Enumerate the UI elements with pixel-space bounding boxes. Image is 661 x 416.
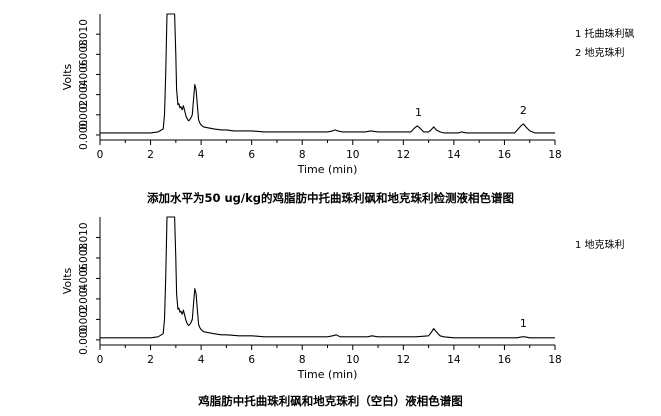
x-tick-label: 18 [548, 149, 561, 161]
y-tick-label: 0.002 [78, 304, 90, 334]
y-tick-label: 0.002 [78, 100, 90, 130]
x-tick-label: 8 [299, 149, 306, 161]
y-tick-label: 0.000 [78, 120, 90, 150]
x-tick-label: 14 [447, 354, 461, 366]
x-tick-label: 16 [498, 354, 512, 366]
x-tick-label: 2 [147, 149, 154, 161]
y-tick-label: 0.000 [78, 325, 90, 355]
x-tick-label: 0 [97, 354, 104, 366]
legend-entry: 2 地克珠利 [575, 46, 625, 59]
legend-entry: 1 地克珠利 [575, 238, 625, 251]
x-axis-title: Time (min) [297, 368, 358, 381]
legend: 1 地克珠利 [575, 238, 625, 251]
x-tick-label: 12 [397, 149, 410, 161]
legend-entry: 1 托曲珠利砜 [575, 27, 635, 40]
y-tick-label: 0.004 [78, 79, 90, 109]
x-tick-label: 6 [248, 354, 255, 366]
peak-label: 1 [415, 106, 422, 119]
peak-label: 2 [520, 104, 527, 117]
x-tick-label: 4 [198, 149, 205, 161]
axes: 0 2 4 6 8 10 12 14 16 180.0000.0020.0040.0060.008… [61, 14, 562, 176]
y-tick-label: 0.008 [78, 39, 90, 69]
x-tick-label: 8 [299, 354, 306, 366]
x-tick-label: 4 [198, 354, 205, 366]
chart-bottom: 0 2 4 6 8 10 12 14 16 18 0.0000.0020.0040.0060.008… [61, 216, 625, 381]
x-tick-label: 0 [97, 149, 104, 161]
y-tick-label: 0.004 [78, 284, 90, 314]
x-tick-label: 18 [548, 354, 561, 366]
x-tick-label: 2 [147, 354, 154, 366]
y-axis-title: Volts [61, 63, 74, 90]
chart-bottom-caption: 鸡脂肪中托曲珠利砜和地克珠利（空白）液相色谱图 [198, 394, 463, 408]
x-axis-title: Time (min) [297, 163, 358, 176]
peak-label: 1 [520, 317, 527, 330]
x-tick-label: 12 [397, 354, 410, 366]
y-axis-title: Volts [61, 267, 74, 294]
y-tick-label: 0.006 [78, 59, 90, 89]
y-tick-label: 0.008 [78, 243, 90, 273]
x-tick-label: 16 [498, 149, 512, 161]
axes: 0 2 4 6 8 10 12 14 16 18 0.0000.0020.0040.0060.008… [61, 217, 562, 381]
series-line [100, 13, 555, 134]
y-tick-label: 0.006 [78, 263, 90, 293]
legend: 1 托曲珠利砜 2 地克珠利 [575, 27, 635, 59]
x-tick-label: 14 [447, 149, 461, 161]
y-tick-label: 0.010 [78, 222, 90, 252]
x-tick-label: 6 [248, 149, 255, 161]
x-tick-label: 10 [346, 354, 359, 366]
series-line [100, 216, 555, 339]
chart-top-caption: 添加水平为50 ug/kg的鸡脂肪中托曲珠利砜和地克珠利检测液相色谱图 [146, 191, 514, 205]
chart-top: 0 2 4 6 8 10 12 14 16 180.0000.0020.0040.0060.008… [61, 13, 635, 176]
y-tick-label: 0.010 [78, 19, 90, 49]
x-tick-label: 10 [346, 149, 359, 161]
